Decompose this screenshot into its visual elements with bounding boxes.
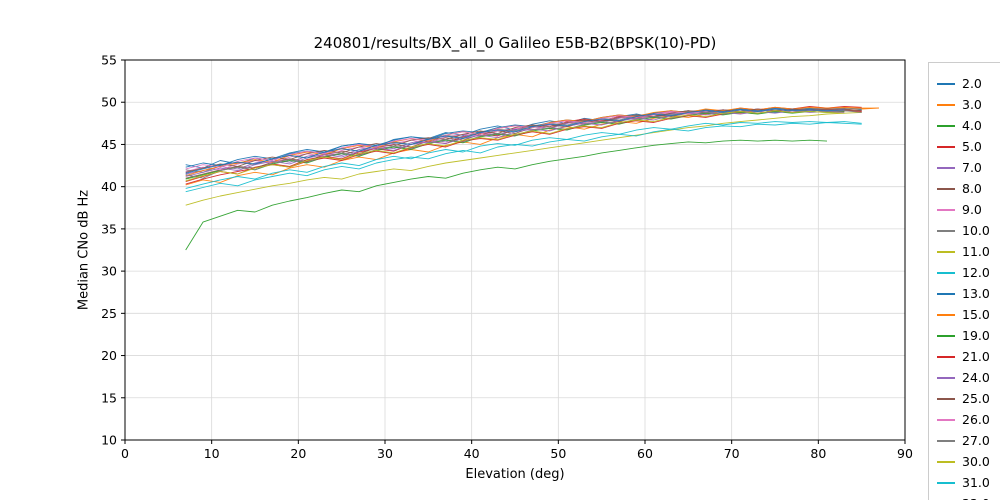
legend-label: 9.0 [962, 202, 982, 217]
series-line-31.0 [185, 121, 862, 189]
series-line-30.0 [185, 110, 845, 182]
legend-item: 5.0 [937, 136, 1000, 157]
x-tick-label: 70 [724, 446, 740, 461]
legend-line-sample-icon [937, 250, 955, 253]
series-line-4.0 [185, 139, 828, 251]
legend-label: 15.0 [962, 307, 990, 322]
legend-line-sample-icon [937, 229, 955, 232]
legend-item: 25.0 [937, 388, 1000, 409]
legend-label: 25.0 [962, 391, 990, 406]
legend-line-sample-icon [937, 355, 955, 358]
y-tick-label: 45 [101, 137, 117, 152]
legend-line-sample-icon [937, 166, 955, 169]
legend-label: 7.0 [962, 160, 982, 175]
legend-line-sample-icon [937, 313, 955, 316]
legend-label: 5.0 [962, 139, 982, 154]
legend-item: 31.0 [937, 472, 1000, 493]
legend-label: 2.0 [962, 76, 982, 91]
x-tick-label: 0 [121, 446, 129, 461]
legend-label: 12.0 [962, 265, 990, 280]
legend-item: 7.0 [937, 157, 1000, 178]
legend-item: 9.0 [937, 199, 1000, 220]
legend-label: 21.0 [962, 349, 990, 364]
legend-label: 30.0 [962, 454, 990, 469]
legend-line-sample-icon [937, 397, 955, 400]
x-axis-label: Elevation (deg) [465, 467, 565, 482]
x-tick-label: 30 [377, 446, 393, 461]
x-tick-label: 80 [810, 446, 826, 461]
legend-item: 26.0 [937, 409, 1000, 430]
series-line-7.0 [185, 108, 845, 175]
y-tick-label: 35 [101, 221, 117, 236]
y-tick-label: 40 [101, 179, 117, 194]
legend-label: 11.0 [962, 244, 990, 259]
series-line-10.0 [185, 107, 862, 173]
legend-label: 8.0 [962, 181, 982, 196]
y-tick-label: 25 [101, 306, 117, 321]
legend-line-sample-icon [937, 376, 955, 379]
legend-line-sample-icon [937, 145, 955, 148]
x-tick-label: 20 [290, 446, 306, 461]
x-tick-label: 50 [550, 446, 566, 461]
series-line-12.0 [185, 122, 862, 193]
legend-label: 10.0 [962, 223, 990, 238]
legend-line-sample-icon [937, 460, 955, 463]
legend-item: 30.0 [937, 451, 1000, 472]
legend-line-sample-icon [937, 271, 955, 274]
y-tick-label: 15 [101, 390, 117, 405]
series-line-21.0 [185, 109, 862, 185]
legend-item: 19.0 [937, 325, 1000, 346]
y-tick-label: 10 [101, 433, 117, 448]
legend-item: 2.0 [937, 73, 1000, 94]
legend-item: 21.0 [937, 346, 1000, 367]
series-line-15.0 [185, 106, 879, 177]
legend-label: 4.0 [962, 118, 982, 133]
legend: 2.0 3.0 4.0 5.0 7.0 8.0 9.0 10.0 11.0 12.0 13.0 15.… [928, 62, 1000, 500]
legend-line-sample-icon [937, 292, 955, 295]
legend-label: 27.0 [962, 433, 990, 448]
legend-item: 8.0 [937, 178, 1000, 199]
legend-label: 13.0 [962, 286, 990, 301]
legend-item: 3.0 [937, 94, 1000, 115]
legend-item: 33.0 [937, 493, 1000, 500]
y-tick-label: 50 [101, 95, 117, 110]
x-tick-label: 60 [637, 446, 653, 461]
x-tick-label: 90 [897, 446, 913, 461]
legend-line-sample-icon [937, 439, 955, 442]
legend-line-sample-icon [937, 208, 955, 211]
y-tick-label: 30 [101, 264, 117, 279]
legend-item: 24.0 [937, 367, 1000, 388]
legend-line-sample-icon [937, 481, 955, 484]
series-line-11.0 [185, 111, 862, 206]
legend-line-sample-icon [937, 103, 955, 106]
legend-item: 10.0 [937, 220, 1000, 241]
legend-line-sample-icon [937, 334, 955, 337]
legend-label: 31.0 [962, 475, 990, 490]
legend-label: 19.0 [962, 328, 990, 343]
legend-item: 27.0 [937, 430, 1000, 451]
legend-line-sample-icon [937, 82, 955, 85]
legend-label: 33.0 [962, 493, 990, 500]
y-tick-label: 55 [101, 53, 117, 68]
series-line-13.0 [185, 107, 845, 168]
series-line-33.0 [185, 108, 845, 174]
legend-line-sample-icon [937, 418, 955, 421]
x-tick-label: 40 [464, 446, 480, 461]
legend-item: 13.0 [937, 283, 1000, 304]
legend-item: 4.0 [937, 115, 1000, 136]
x-tick-label: 10 [204, 446, 220, 461]
legend-label: 24.0 [962, 370, 990, 385]
legend-line-sample-icon [937, 124, 955, 127]
legend-label: 26.0 [962, 412, 990, 427]
legend-line-sample-icon [937, 187, 955, 190]
legend-label: 3.0 [962, 97, 982, 112]
legend-item: 15.0 [937, 304, 1000, 325]
y-tick-label: 20 [101, 348, 117, 363]
legend-item: 11.0 [937, 241, 1000, 262]
legend-item: 12.0 [937, 262, 1000, 283]
chart-title: 240801/results/BX_all_0 Galileo E5B-B2(B… [313, 34, 717, 52]
